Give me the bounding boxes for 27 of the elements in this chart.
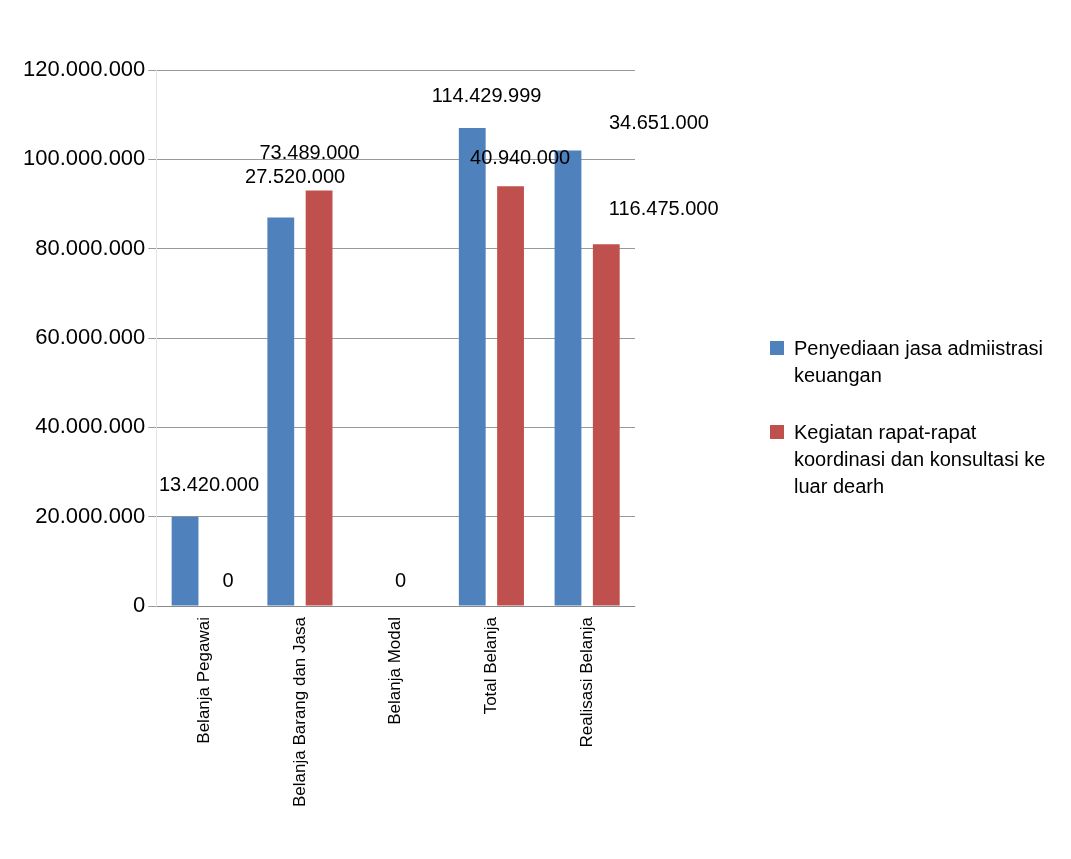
bar [305, 190, 333, 606]
x-tick-label: Total Belanja [481, 616, 501, 715]
x-tick-label: Realisasi Belanja [576, 616, 596, 748]
y-tick-label: 120.000.000 [23, 56, 146, 82]
x-tick-label: Belanja Pegawai [193, 617, 213, 744]
annotation: 27.520.000 [245, 164, 346, 187]
y-tick-label: 40.000.000 [35, 413, 146, 439]
legend-label: Penyediaan jasa admiistrasi keuangan [794, 336, 1045, 388]
annotation: 34.651.000 [608, 111, 709, 134]
y-tick-label: 60.000.000 [35, 324, 146, 350]
annotation: 13.420.000 [158, 472, 260, 495]
y-tick-label: 0 [133, 592, 146, 618]
bar [592, 244, 620, 606]
annotation: 0 [394, 569, 407, 592]
x-tick-label: Belanja Modal [385, 617, 405, 725]
bar [267, 217, 295, 606]
annotation: 116.475.000 [608, 196, 719, 219]
bar [171, 516, 199, 606]
y-tick-label: 20.000.000 [35, 502, 146, 528]
annotation: 73.489.000 [259, 140, 360, 163]
annotation: 0 [222, 569, 234, 592]
bar [497, 186, 524, 606]
annotation: 114.429.999 [431, 84, 542, 107]
y-tick-label: 100.000.000 [23, 145, 146, 171]
x-tick-label: Belanja Barang dan Jasa [289, 616, 309, 808]
y-tick-label: 80.000.000 [35, 234, 146, 260]
legend-label: Kegiatan rapat-rapat koordinasi dan konsultasi ke luar dearh [794, 420, 1047, 499]
